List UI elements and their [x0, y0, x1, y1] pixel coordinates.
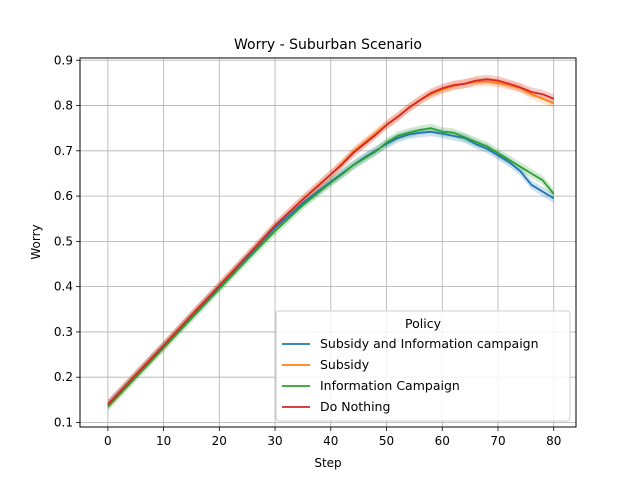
- x-tick-label: 80: [546, 434, 561, 448]
- y-tick-label: 0.9: [54, 53, 73, 67]
- y-tick-label: 0.8: [54, 99, 73, 113]
- x-tick-label: 0: [104, 434, 112, 448]
- series-line-2: [107, 127, 555, 408]
- legend-box: [275, 310, 571, 422]
- grid: [80, 58, 576, 427]
- x-tick-label: 60: [435, 434, 450, 448]
- x-axis-label: Step: [314, 456, 341, 470]
- x-tick-label: 50: [379, 434, 394, 448]
- x-axis-ticks: 0 10 20 30 40 50 60 70 80: [104, 427, 561, 448]
- series-lines: [107, 78, 555, 408]
- legend-label-3: Do Nothing: [320, 399, 390, 414]
- y-axis-label: Worry: [29, 224, 43, 259]
- y-tick-label: 0.1: [54, 415, 73, 429]
- legend-label-2: Information Campaign: [320, 378, 460, 393]
- legend-label-0: Subsidy and Information campaign: [320, 336, 539, 351]
- y-axis-ticks: 0.1 0.2 0.3 0.4 0.5 0.6 0.7 0.8 0.9: [54, 53, 80, 429]
- legend-title: Policy: [405, 316, 442, 331]
- y-tick-label: 0.7: [54, 144, 73, 158]
- x-tick-label: 20: [212, 434, 227, 448]
- series-line-3: [107, 78, 555, 406]
- x-tick-label: 10: [156, 434, 171, 448]
- y-tick-label: 0.4: [54, 280, 73, 294]
- legend-label-1: Subsidy: [320, 357, 370, 372]
- plot-frame: [79, 57, 577, 428]
- chart-title: Worry - Suburban Scenario: [234, 37, 422, 53]
- x-tick-label: 40: [323, 434, 338, 448]
- y-tick-label: 0.3: [54, 325, 73, 339]
- y-tick-label: 0.2: [54, 370, 73, 384]
- x-tick-label: 70: [490, 434, 505, 448]
- x-tick-label: 30: [267, 434, 282, 448]
- legend: Policy Subsidy and Information campaign S…: [275, 310, 571, 422]
- y-tick-label: 0.6: [54, 189, 73, 203]
- y-tick-label: 0.5: [54, 234, 73, 248]
